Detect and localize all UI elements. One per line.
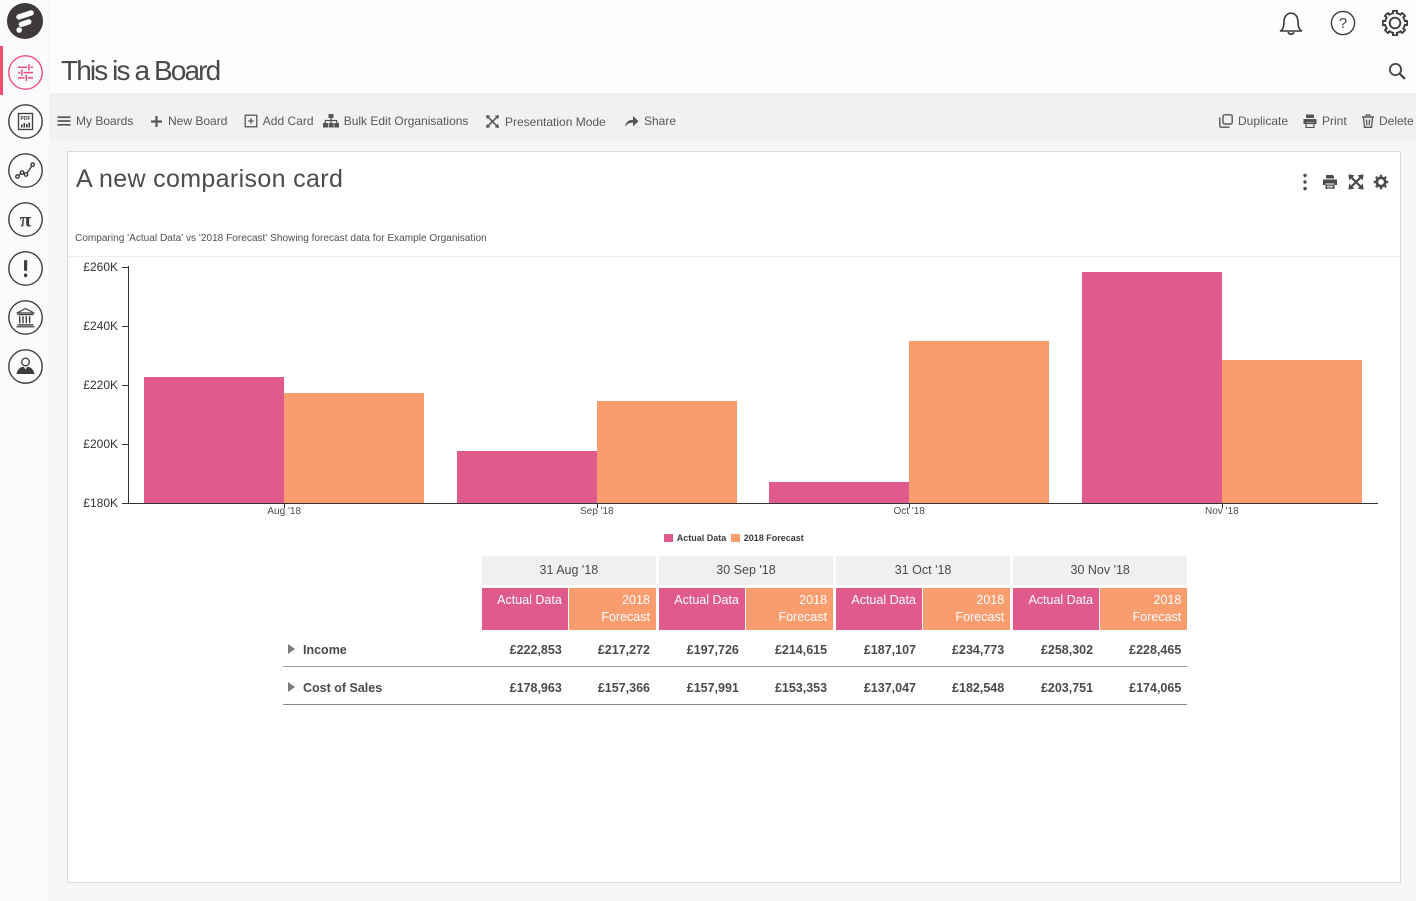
svg-text:π: π — [20, 208, 32, 232]
svg-text:PDF: PDF — [21, 116, 31, 122]
svg-text:?: ? — [1339, 16, 1347, 32]
